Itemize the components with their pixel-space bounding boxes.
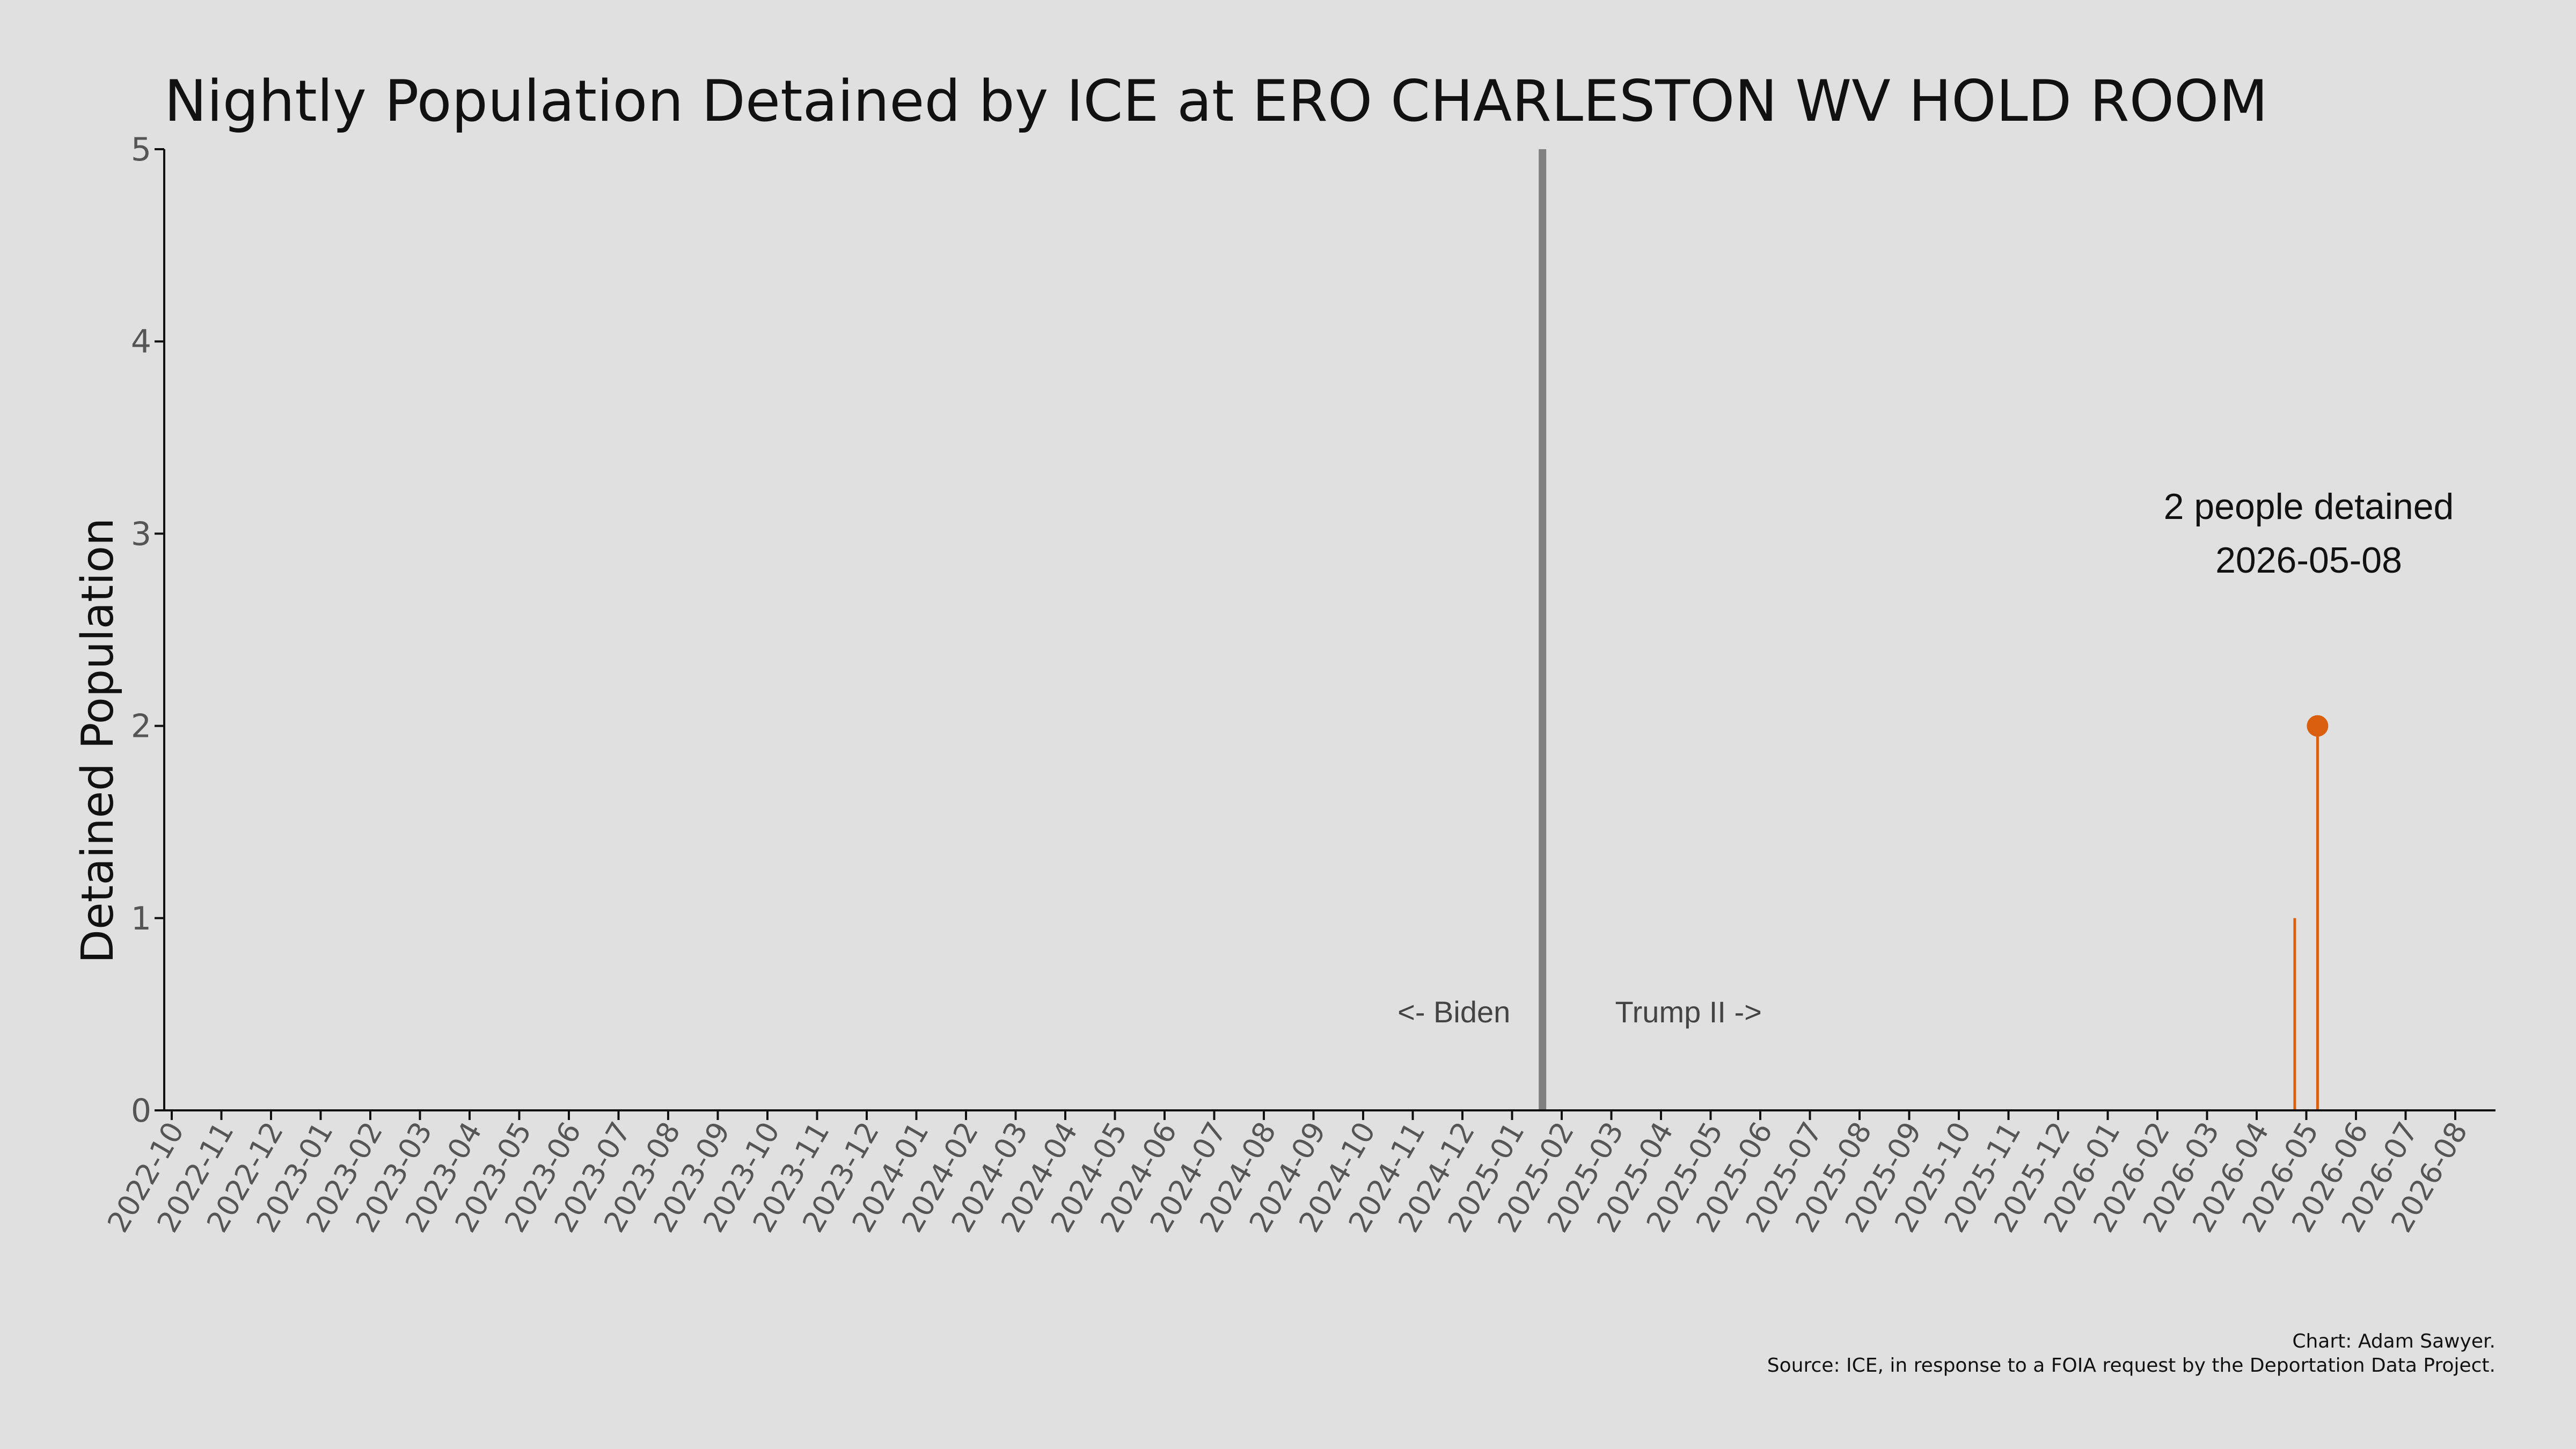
- y-tick-label: 2: [131, 708, 151, 745]
- series-layer: [2293, 715, 2329, 1110]
- y-axis-label: Detained Population: [72, 518, 123, 963]
- trump-era-label: Trump II ->: [1615, 995, 1762, 1029]
- chart-credit: Chart: Adam Sawyer.: [2292, 1330, 2496, 1352]
- administration-divider: <- Biden Trump II ->: [1397, 149, 1762, 1110]
- y-tick-label: 4: [131, 323, 151, 361]
- peak-annotation-date: 2026-05-08: [2215, 540, 2402, 581]
- biden-era-label: <- Biden: [1397, 995, 1510, 1029]
- x-axis-ticks: 2022-102022-112022-122023-012023-022023-…: [101, 1110, 2474, 1238]
- y-tick-label: 3: [131, 515, 151, 553]
- peak-marker: [2307, 715, 2329, 737]
- chart-source: Source: ICE, in response to a FOIA reque…: [1767, 1355, 2496, 1377]
- y-axis-ticks: 0 1 2 3 4 5: [131, 131, 164, 1130]
- y-tick-label: 1: [131, 900, 151, 938]
- y-tick-label: 5: [131, 131, 151, 169]
- y-tick-label: 0: [131, 1092, 151, 1130]
- chart-title: Nightly Population Detained by ICE at ER…: [164, 68, 2268, 134]
- peak-annotation-count: 2 people detained: [2164, 486, 2454, 527]
